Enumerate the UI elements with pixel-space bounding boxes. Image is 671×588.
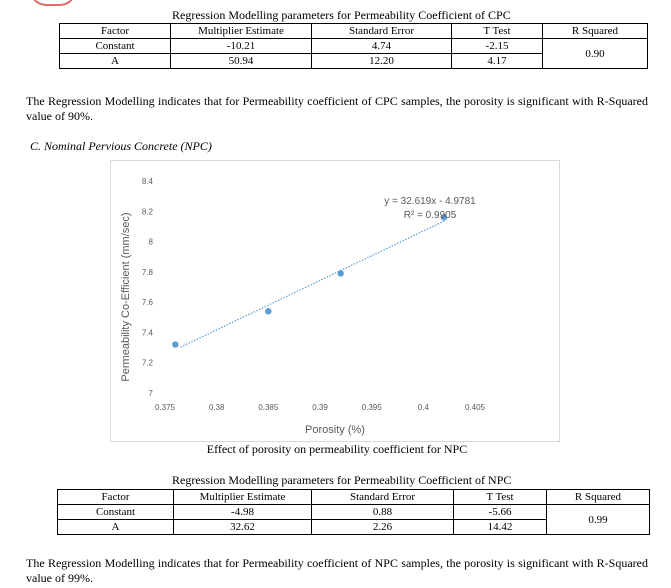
table2-cell: Constant (57, 504, 174, 520)
table2-cell: 14.42 (453, 519, 547, 535)
table-row: A 50.94 12.20 4.17 (59, 53, 648, 69)
table2-cell: 32.62 (173, 519, 312, 535)
table2-header-cell: Standard Error (311, 489, 454, 505)
y-tick-label: 8.2 (142, 207, 154, 216)
chart-area (110, 160, 560, 442)
data-point (440, 214, 448, 221)
paragraph-cpc: The Regression Modelling indicates that … (26, 94, 648, 123)
data-point (172, 341, 179, 348)
table1-header-cell: Standard Error (311, 23, 452, 39)
data-point (337, 270, 344, 277)
section-heading: C. Nominal Pervious Concrete (NPC) (30, 139, 212, 153)
y-tick-label: 7 (149, 389, 154, 398)
y-tick-label: 8 (149, 238, 154, 247)
x-tick-label: 0.375 (155, 403, 176, 412)
table2-cell: A (57, 519, 174, 535)
y-axis-label: Permeability Co-Efficient (mm/sec) (120, 212, 132, 381)
x-tick-label: 0.405 (465, 403, 486, 412)
table1-header-cell: Factor (59, 23, 171, 39)
table1-caption: Regression Modelling parameters for Perm… (172, 8, 511, 22)
table1: Factor Multiplier Estimate Standard Erro… (59, 23, 648, 69)
table-row: Constant -4.98 0.88 -5.66 0.99 (57, 504, 650, 535)
table2: Factor Multiplier Estimate Standard Erro… (57, 489, 650, 535)
table1-cell: Constant (59, 38, 171, 54)
y-tick-label: 7.2 (142, 359, 154, 368)
table1-cell: -2.15 (451, 38, 543, 54)
y-tick-label: 8.4 (142, 177, 154, 186)
table2-cell: -4.98 (173, 504, 312, 520)
trendline (180, 220, 445, 348)
table-row: Constant -10.21 4.74 -2.15 0.90 (59, 38, 648, 69)
table1-r-squared: 0.90 (542, 38, 648, 69)
table1-header-cell: T Test (451, 23, 543, 39)
table1-header-cell: Multiplier Estimate (170, 23, 312, 39)
logo-fragment (30, 0, 76, 6)
x-tick-label: 0.38 (209, 403, 225, 412)
table2-header-cell: T Test (453, 489, 547, 505)
x-tick-label: 0.4 (418, 403, 430, 412)
table1-cell: -10.21 (170, 38, 312, 54)
y-tick-label: 7.6 (142, 298, 154, 307)
table2-cell: 2.26 (311, 519, 454, 535)
table1-header-cell: R Squared (542, 23, 648, 39)
table1-cell: 50.94 (170, 53, 312, 69)
table2-header-cell: Factor (57, 489, 174, 505)
figure-caption: Effect of porosity on permeability coeff… (206, 442, 468, 456)
table2-r-squared: 0.99 (546, 504, 650, 535)
table2-header-cell: Multiplier Estimate (173, 489, 312, 505)
data-point (265, 308, 272, 315)
x-tick-label: 0.385 (258, 403, 279, 412)
table2-caption: Regression Modelling parameters for Perm… (172, 473, 512, 487)
table-row: A 32.62 2.26 14.42 (57, 519, 650, 535)
table1-cell: 4.17 (451, 53, 543, 69)
x-tick-label: 0.395 (362, 403, 383, 412)
table1-header-row: Factor Multiplier Estimate Standard Erro… (59, 23, 648, 39)
x-axis-label: Porosity (%) (305, 424, 365, 436)
y-tick-label: 7.4 (142, 328, 154, 337)
r-squared-annotation: R² = 0.9905 (404, 210, 457, 221)
table1-cell: A (59, 53, 171, 69)
table2-header-cell: R Squared (546, 489, 650, 505)
table2-cell: 0.88 (311, 504, 454, 520)
table1-cell: 4.74 (311, 38, 452, 54)
scatter-chart: 7 7.2 7.4 7.6 7.8 8 8.2 8.4 0.375 0.38 0.385 0.39 0.… (110, 160, 560, 442)
paragraph-npc: The Regression Modelling indicates that … (26, 556, 648, 585)
x-tick-label: 0.39 (312, 403, 328, 412)
trendline-equation: y = 32.619x - 4.9781 (384, 196, 476, 207)
table2-cell: -5.66 (453, 504, 547, 520)
y-tick-label: 7.8 (142, 268, 154, 277)
table1-cell: 12.20 (311, 53, 452, 69)
table2-header-row: Factor Multiplier Estimate Standard Erro… (57, 489, 650, 505)
